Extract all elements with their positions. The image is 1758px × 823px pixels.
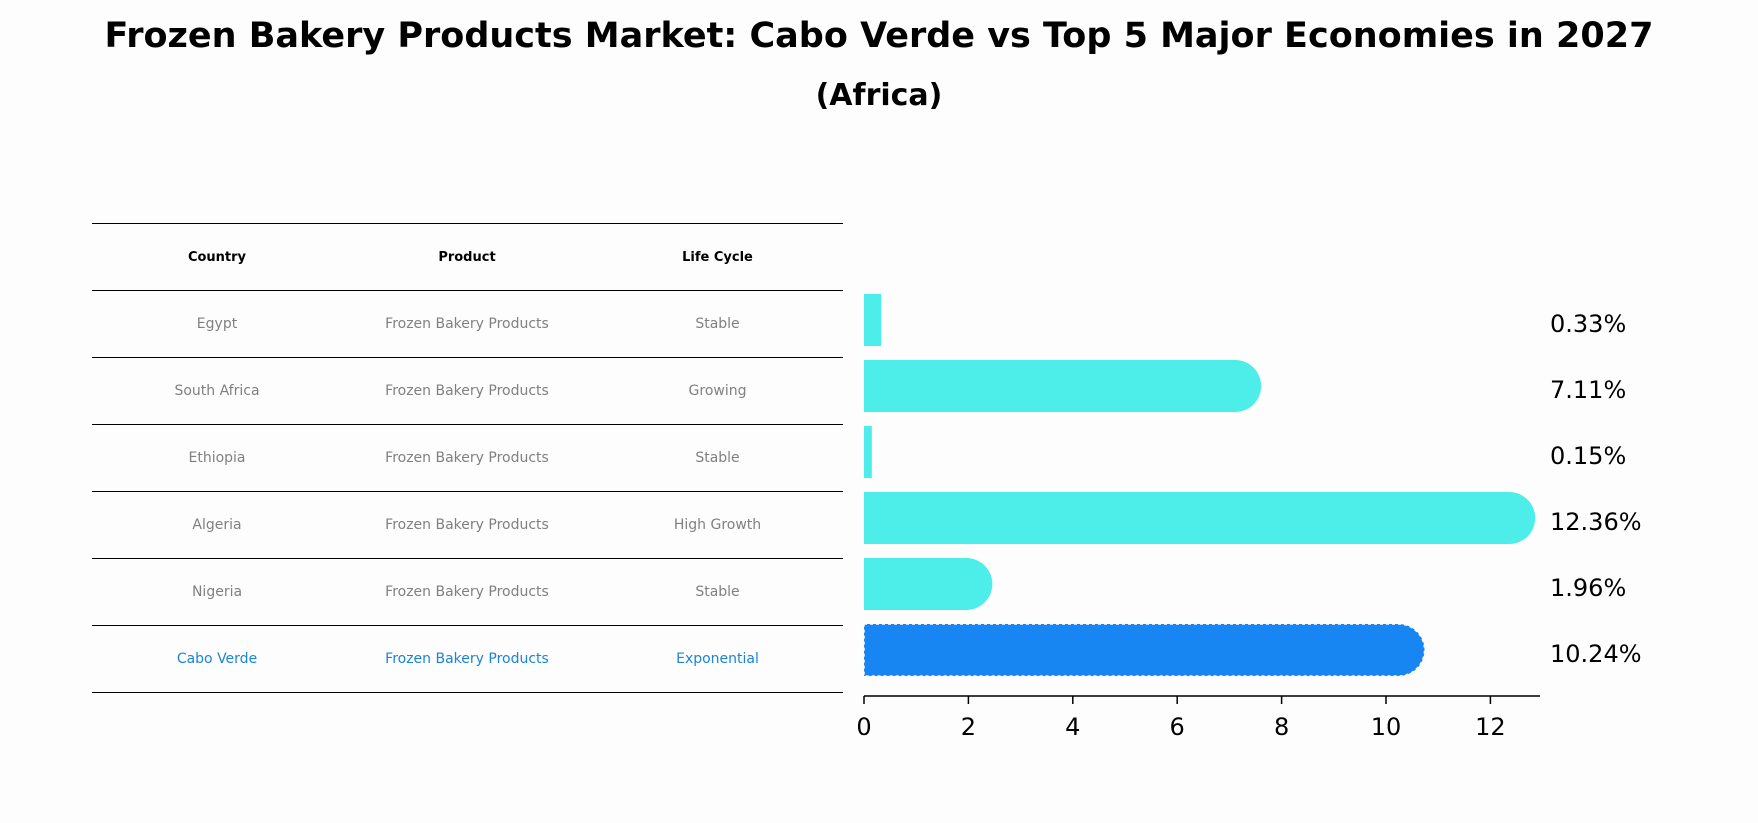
x-tick-label: 0 [856,713,871,741]
value-label: 12.36% [1550,508,1642,536]
cell-life-cycle: Stable [592,290,843,358]
bar-south-africa [864,360,1262,412]
cell-product: Frozen Bakery Products [342,558,592,626]
cell-country: Cabo Verde [92,625,342,693]
cell-product: Frozen Bakery Products [342,290,592,358]
value-label: 0.15% [1550,442,1626,470]
cell-life-cycle: Exponential [592,625,843,693]
x-tick-label: 8 [1274,713,1289,741]
x-tick-label: 2 [961,713,976,741]
cell-country: Ethiopia [92,424,342,492]
table-header-row: Country Product Life Cycle [92,223,843,291]
header-life-cycle: Life Cycle [592,223,843,291]
bar-ethiopia [864,426,872,478]
bar-egypt [864,294,882,346]
cell-product: Frozen Bakery Products [342,491,592,559]
country-table: Country Product Life Cycle Egypt Frozen … [92,223,843,693]
bar-algeria [864,492,1536,544]
cell-country: Nigeria [92,558,342,626]
cell-life-cycle: Stable [592,558,843,626]
bar-cabo-verde [863,623,1426,677]
x-tick-label: 10 [1371,713,1402,741]
bar-nigeria [864,558,993,610]
cell-life-cycle: Stable [592,424,843,492]
value-label: 10.24% [1550,640,1642,668]
table-row: Algeria Frozen Bakery Products High Grow… [92,491,843,559]
value-label: 7.11% [1550,376,1626,404]
cell-product: Frozen Bakery Products [342,357,592,425]
chart-subtitle: (Africa) [815,78,943,113]
chart-title: Frozen Bakery Products Market: Cabo Verd… [104,16,1654,56]
table-row: Nigeria Frozen Bakery Products Stable [92,558,843,626]
cell-country: Egypt [92,290,342,358]
cell-product: Frozen Bakery Products [342,625,592,693]
x-tick-label: 6 [1170,713,1185,741]
cell-country: South Africa [92,357,342,425]
table-row: South Africa Frozen Bakery Products Grow… [92,357,843,425]
cell-life-cycle: High Growth [592,491,843,559]
value-label: 0.33% [1550,310,1626,338]
cell-country: Algeria [92,491,342,559]
cell-product: Frozen Bakery Products [342,424,592,492]
cell-life-cycle: Growing [592,357,843,425]
header-country: Country [92,223,342,291]
table-row-highlighted: Cabo Verde Frozen Bakery Products Expone… [92,625,843,693]
header-product: Product [342,223,592,291]
table-row: Ethiopia Frozen Bakery Products Stable [92,424,843,492]
table-row: Egypt Frozen Bakery Products Stable [92,290,843,358]
x-tick-label: 4 [1065,713,1080,741]
x-tick-label: 12 [1475,713,1506,741]
value-label: 1.96% [1550,574,1626,602]
